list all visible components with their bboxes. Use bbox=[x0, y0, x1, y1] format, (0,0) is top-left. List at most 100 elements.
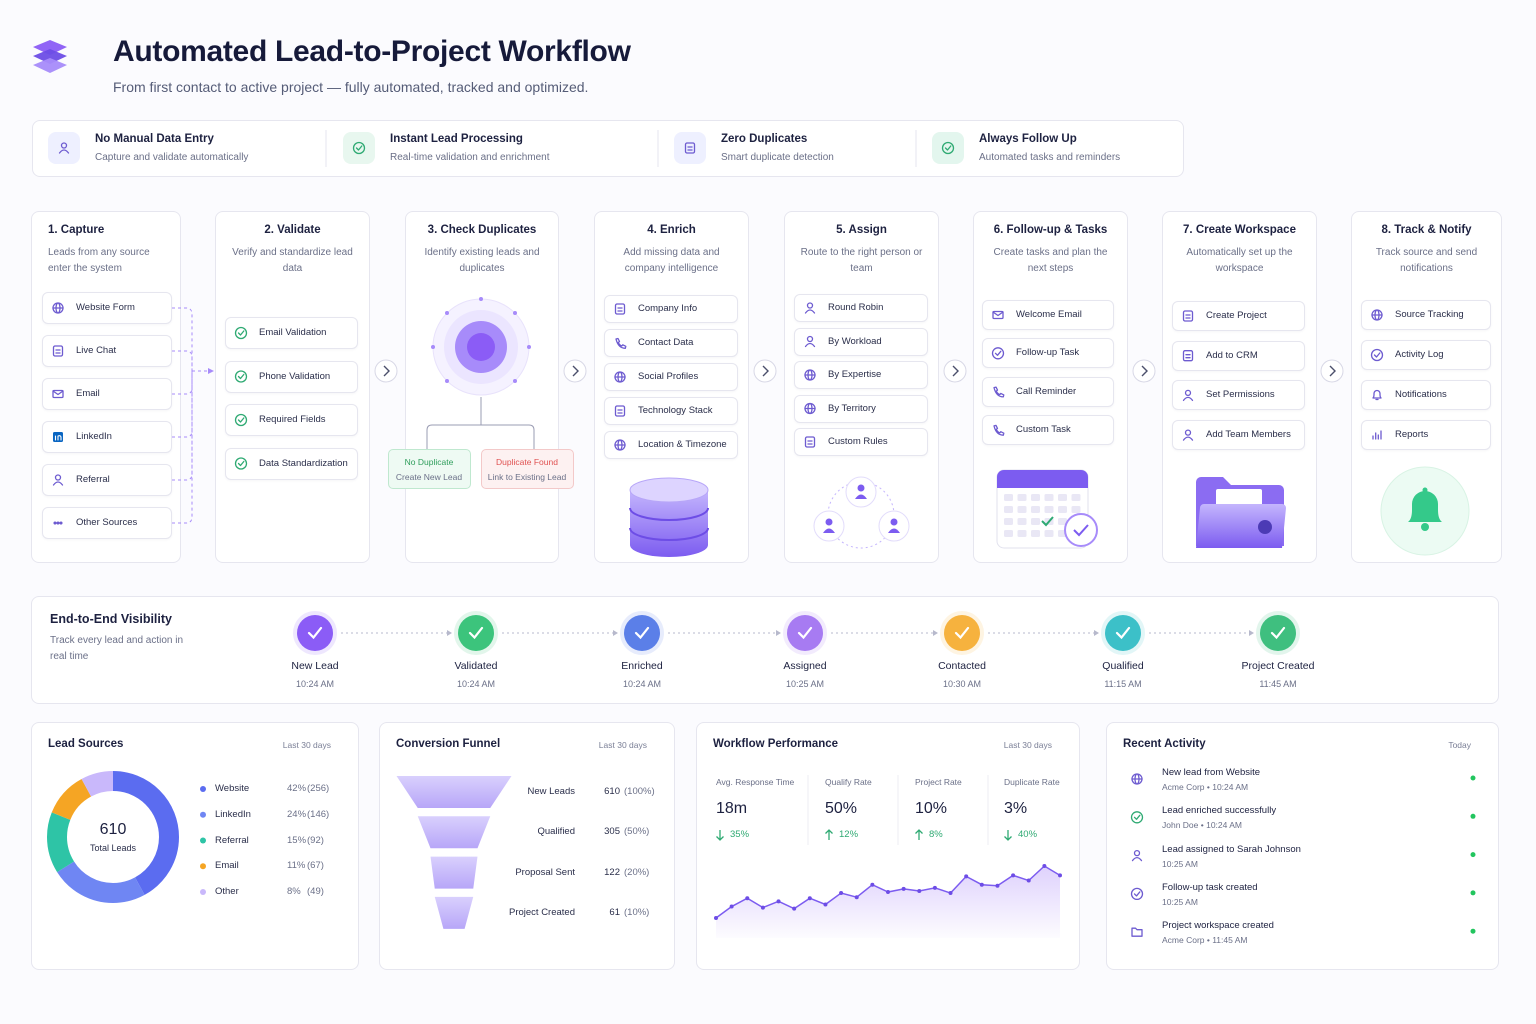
trend-point bbox=[776, 899, 781, 904]
event-dot bbox=[624, 615, 660, 651]
step-item bbox=[604, 397, 738, 425]
metric-value: 3% bbox=[1004, 800, 1028, 817]
branch-action: Create New Lead bbox=[395, 472, 463, 482]
icon-part bbox=[614, 405, 626, 417]
database bbox=[630, 490, 708, 557]
step-item bbox=[794, 294, 928, 322]
icon bbox=[234, 457, 248, 470]
activity-title: Project workspace created bbox=[1162, 920, 1274, 932]
feature-description: Capture and validate automatically bbox=[95, 152, 249, 163]
icon-part bbox=[1373, 352, 1381, 358]
feature-icon-bg bbox=[932, 132, 964, 164]
step-item bbox=[42, 507, 172, 539]
dashboard-panel bbox=[1106, 722, 1499, 970]
status-dot bbox=[1470, 775, 1476, 781]
legend-value: 8% bbox=[287, 886, 301, 897]
icon bbox=[52, 474, 64, 486]
icon bbox=[993, 424, 1005, 436]
calendar-cell bbox=[1017, 518, 1027, 525]
connector bbox=[172, 307, 211, 524]
timeline-arrow bbox=[776, 630, 781, 636]
icon bbox=[614, 371, 626, 383]
icon-part bbox=[1372, 430, 1382, 440]
chevron bbox=[762, 365, 769, 377]
calendar-badge-check bbox=[1073, 524, 1089, 537]
logo bbox=[33, 40, 67, 73]
database-band bbox=[629, 507, 709, 521]
icon bbox=[1371, 309, 1383, 321]
trend-point bbox=[917, 888, 922, 893]
metric-change: 12% bbox=[839, 829, 859, 840]
metric-value: 50% bbox=[825, 800, 858, 817]
event-glyph bbox=[797, 626, 813, 640]
event-glyph bbox=[634, 626, 650, 640]
legend-count: (49) bbox=[307, 886, 324, 897]
icon-part bbox=[1372, 389, 1382, 401]
activity-meta: Acme Corp • 11:45 AM bbox=[1162, 935, 1248, 946]
icon-part bbox=[1182, 350, 1194, 362]
trend-point bbox=[792, 906, 797, 911]
icon bbox=[991, 347, 1005, 360]
icon bbox=[804, 335, 816, 348]
step-item-label: Other Sources bbox=[76, 517, 138, 528]
metric-arrow bbox=[716, 830, 724, 841]
step-description: Track source and send notifications bbox=[1375, 247, 1478, 274]
icon bbox=[1370, 348, 1384, 362]
network-body bbox=[888, 528, 900, 533]
database-top bbox=[629, 477, 709, 503]
icon-part bbox=[1130, 811, 1144, 824]
activity-meta: Acme Corp • 10:24 AM bbox=[1162, 782, 1249, 792]
metric-change: 40% bbox=[1018, 829, 1038, 840]
icon bbox=[615, 337, 627, 349]
trend-point bbox=[948, 891, 953, 896]
trend-point bbox=[979, 882, 984, 887]
timeline-arrow bbox=[613, 630, 618, 636]
event-dot bbox=[787, 615, 823, 651]
connector-line bbox=[172, 371, 193, 481]
panel-period: Last 30 days bbox=[598, 740, 647, 750]
visibility-panel bbox=[31, 596, 1499, 704]
icon-part bbox=[237, 373, 245, 380]
legend-dot bbox=[200, 786, 206, 792]
legend-dot bbox=[200, 889, 206, 895]
target-dot bbox=[431, 345, 435, 349]
icon bbox=[234, 326, 248, 340]
event-label: Enriched bbox=[621, 660, 663, 672]
icon-part bbox=[806, 335, 814, 343]
calendar-cell bbox=[1058, 494, 1067, 501]
funnel-stage bbox=[430, 856, 478, 889]
icon-part bbox=[991, 347, 1005, 360]
icon-part bbox=[54, 474, 62, 481]
legend-label: Other bbox=[215, 886, 239, 897]
event-label: Contacted bbox=[938, 660, 986, 672]
icon bbox=[1131, 773, 1143, 785]
icon-part bbox=[1182, 396, 1194, 402]
icon bbox=[1182, 350, 1194, 362]
step-title: 1. Capture bbox=[48, 224, 105, 236]
feature-title: Zero Duplicates bbox=[721, 133, 808, 145]
step-item-label: LinkedIn bbox=[76, 431, 112, 442]
trend-point bbox=[1042, 864, 1047, 868]
step-item bbox=[982, 376, 1114, 407]
icon-part bbox=[60, 142, 68, 149]
feature-description: Real-time validation and enrichment bbox=[390, 152, 550, 163]
icon bbox=[804, 302, 816, 314]
metric-value: 10% bbox=[915, 800, 948, 817]
trend-point bbox=[1058, 873, 1062, 878]
panel-title: Lead Sources bbox=[48, 738, 124, 750]
panel-title: Workflow Performance bbox=[713, 738, 839, 750]
calendar-cell bbox=[1004, 494, 1013, 501]
icon bbox=[234, 370, 248, 383]
calendar-cell bbox=[1031, 506, 1040, 513]
icon-part bbox=[804, 436, 816, 448]
feature-icon-bg bbox=[343, 132, 375, 164]
icon bbox=[804, 436, 816, 448]
step-item bbox=[42, 378, 172, 410]
calendar-cell bbox=[1031, 518, 1040, 525]
metric-label: Avg. Response Time bbox=[716, 777, 795, 787]
icon-part bbox=[804, 342, 816, 348]
metric-label: Duplicate Rate bbox=[1004, 777, 1060, 787]
network-node bbox=[813, 510, 845, 542]
step-title: 6. Follow-up & Tasks bbox=[993, 224, 1108, 236]
